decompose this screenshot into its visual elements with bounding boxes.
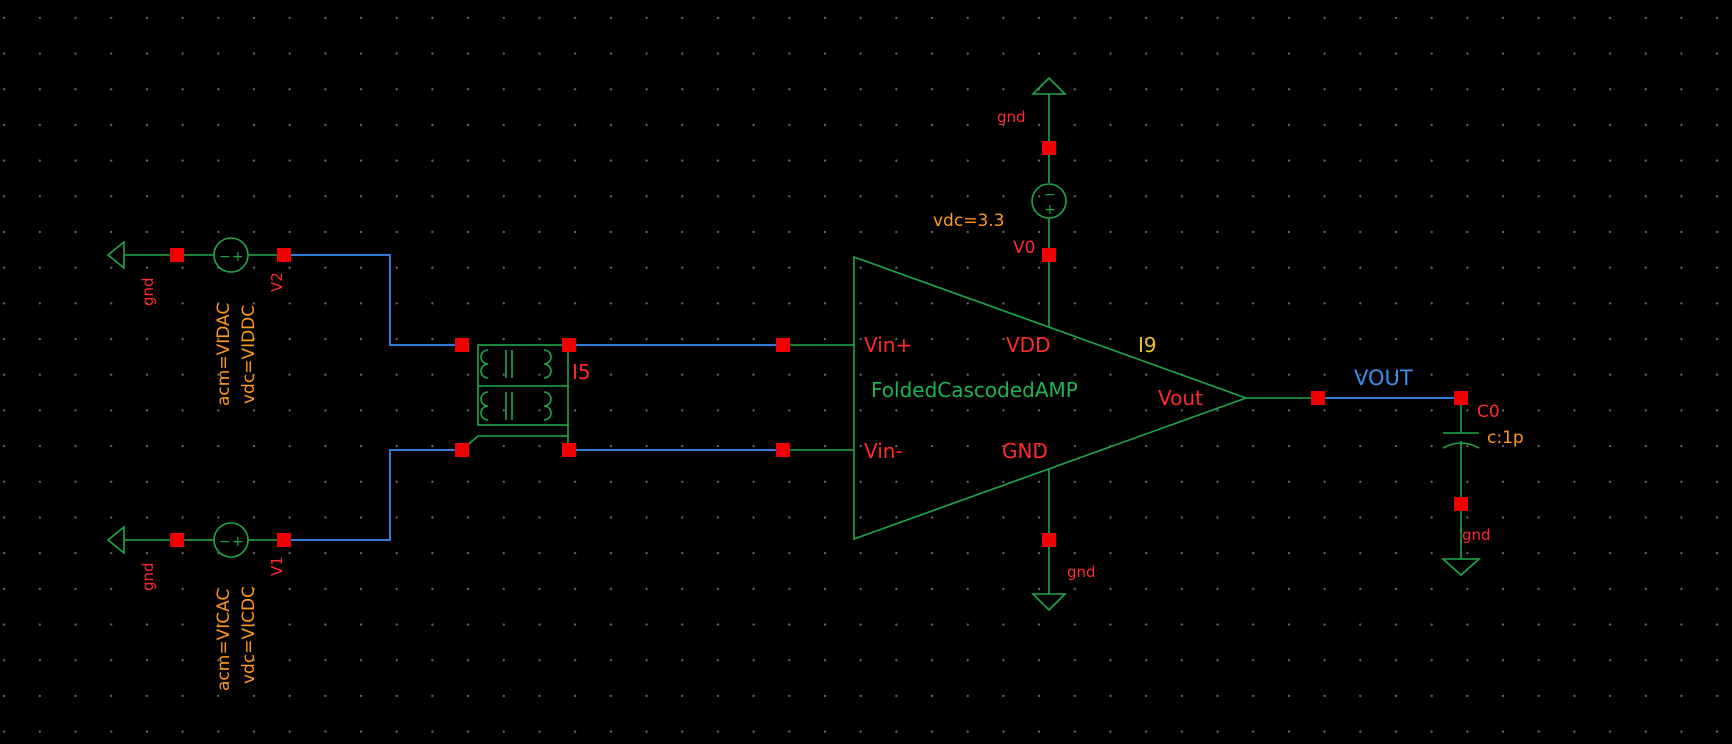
amp-cell-name: FoldedCascodedAMP — [871, 378, 1078, 402]
v2-instance-label: V2 — [268, 272, 286, 292]
balun-coil-right-bottom — [543, 391, 552, 421]
v1-instance-label: V1 — [268, 556, 286, 576]
pin[interactable] — [1042, 248, 1056, 262]
pin[interactable] — [776, 338, 790, 352]
balun-lead-bottom-left — [461, 425, 569, 451]
balun-symbol[interactable] — [461, 344, 569, 451]
pin[interactable] — [277, 533, 291, 547]
supply-group: − + — [1031, 76, 1067, 255]
pin[interactable] — [776, 443, 790, 457]
v1-vdc-label: vdc=VICDC — [239, 586, 259, 684]
pin[interactable] — [562, 443, 576, 457]
amp-gnd-pin-label: GND — [1002, 439, 1048, 463]
wire-v1-to-balun[interactable] — [284, 449, 462, 541]
v2-minus-sign: − — [219, 249, 231, 265]
supply-plus-sign: + — [1044, 202, 1056, 218]
pin[interactable] — [1454, 391, 1468, 405]
v2-vdc-label: vdc=VIDDC — [239, 305, 259, 404]
v1-gnd-label: gnd — [139, 562, 157, 591]
v1-minus-sign: − — [219, 534, 231, 550]
pin[interactable] — [1454, 497, 1468, 511]
v2-source-group: − + — [106, 237, 284, 273]
gnd-symbol-v1[interactable] — [106, 525, 177, 555]
pin[interactable] — [277, 248, 291, 262]
supply-minus-sign: − — [1044, 187, 1056, 203]
balun-coil-left-top — [480, 349, 489, 379]
gnd-symbol-cap[interactable] — [1440, 504, 1482, 577]
wire-v2-to-balun[interactable] — [284, 254, 462, 346]
amplifier-symbol[interactable] — [783, 255, 1318, 541]
amp-vinn-label: Vin- — [864, 439, 903, 463]
amp-instance-label: I9 — [1138, 333, 1157, 357]
balun-body — [477, 344, 569, 426]
v2-acm-label: acm=VIDAC — [214, 303, 234, 406]
v2-gnd-label: gnd — [139, 277, 157, 306]
pin[interactable] — [562, 338, 576, 352]
capacitor-symbol[interactable] — [1440, 398, 1482, 577]
pin[interactable] — [170, 248, 184, 262]
amp-gnd-label: gnd — [1067, 563, 1096, 581]
supply-gnd-label: gnd — [997, 108, 1026, 126]
pin[interactable] — [1311, 391, 1325, 405]
amp-vdd-label: VDD — [1006, 333, 1050, 357]
v2-plus-sign: + — [232, 249, 244, 265]
vout-net-label: VOUT — [1354, 366, 1413, 390]
supply-param-label: vdc=3.3 — [933, 211, 1004, 231]
v1-source-group: − + — [106, 522, 284, 558]
gnd-symbol-v2[interactable] — [106, 240, 177, 270]
amplifier-triangle — [853, 255, 1249, 541]
cap-instance-label: C0 — [1477, 402, 1500, 422]
v1-acm-label: acm=VICAC — [214, 589, 234, 691]
gnd-symbol-amp[interactable] — [1031, 540, 1067, 612]
pin[interactable] — [1042, 533, 1056, 547]
pin[interactable] — [455, 338, 469, 352]
pin[interactable] — [1042, 141, 1056, 155]
cap-param-label: c:1p — [1487, 428, 1524, 448]
balun-coil-right-top — [543, 349, 552, 379]
balun-coil-left-bottom — [480, 391, 489, 421]
v1-plus-sign: + — [232, 534, 244, 550]
labels: gnd V2 acm=VIDAC vdc=VIDDC gnd V1 acm=VI… — [139, 108, 1524, 691]
pin[interactable] — [455, 443, 469, 457]
cap-gnd-label: gnd — [1462, 526, 1491, 544]
pin[interactable] — [170, 533, 184, 547]
wires — [284, 254, 1461, 541]
pins — [170, 141, 1468, 547]
gnd-symbol-supply[interactable] — [1031, 76, 1067, 148]
amp-vout-label: Vout — [1158, 386, 1203, 410]
amp-vinp-label: Vin+ — [864, 333, 912, 357]
balun-instance-label: I5 — [572, 360, 591, 384]
supply-instance-label: V0 — [1013, 238, 1035, 258]
